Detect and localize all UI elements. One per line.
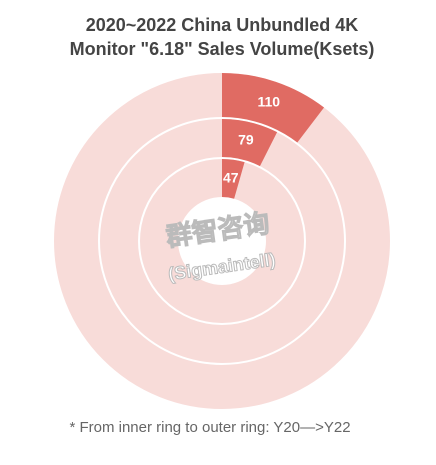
ring-bar [222, 119, 278, 167]
ring-bar [222, 73, 325, 143]
value-label: 79 [238, 132, 254, 148]
rings: 47 79 110 [54, 73, 390, 409]
value-label: 110 [258, 93, 281, 109]
footnote: * From inner ring to outer ring: Y20—>Y2… [69, 419, 350, 436]
chart-title: Monitor "6.18" Sales Volume(Ksets) [70, 39, 375, 59]
ring-bar [222, 159, 245, 199]
value-label: 47 [223, 169, 239, 185]
chart-title: 2020~2022 China Unbundled 4K [86, 15, 359, 35]
